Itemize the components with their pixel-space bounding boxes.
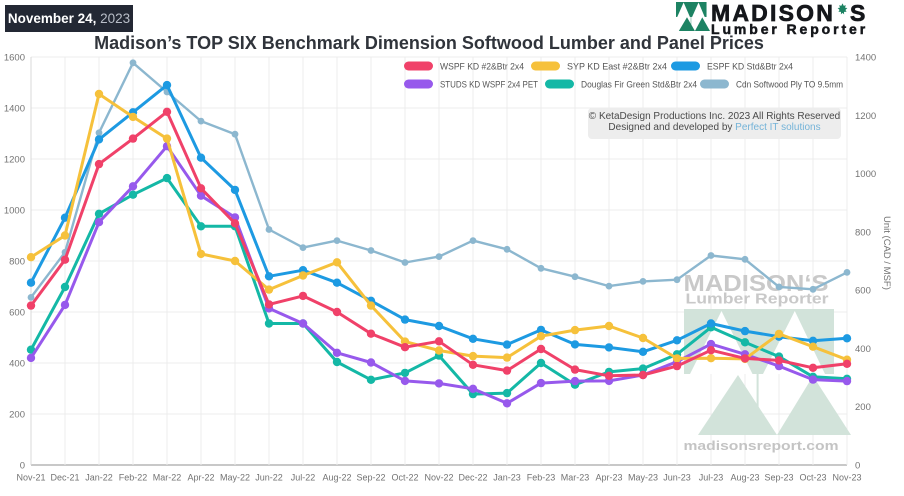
svg-text:Jul-22: Jul-22 [291,473,316,483]
svg-text:Apr-22: Apr-22 [187,473,214,483]
svg-text:Dec-22: Dec-22 [458,473,487,483]
svg-text:Nov-23: Nov-23 [832,473,861,483]
svg-text:Nov-21: Nov-21 [16,473,45,483]
svg-text:Jan-23: Jan-23 [493,473,521,483]
svg-text:800: 800 [9,257,25,268]
svg-text:Douglas Fir Green Std&Btr 2x4: Douglas Fir Green Std&Btr 2x4 [581,80,697,90]
svg-text:1200: 1200 [4,155,25,166]
svg-text:600: 600 [855,286,871,297]
svg-text:Jun-23: Jun-23 [663,473,691,483]
svg-text:Lumber Reporter: Lumber Reporter [686,291,829,308]
svg-text:Mar-22: Mar-22 [153,473,182,483]
svg-text:1200: 1200 [855,111,876,122]
svg-text:Feb-23: Feb-23 [527,473,556,483]
svg-text:Oct-23: Oct-23 [799,473,826,483]
svg-text:400: 400 [9,359,25,370]
svg-text:Jun-22: Jun-22 [255,473,283,483]
svg-text:WSPF KD #2&Btr 2x4: WSPF KD #2&Btr 2x4 [440,62,524,72]
svg-text:400: 400 [855,344,871,355]
svg-text:Dec-21: Dec-21 [50,473,79,483]
svg-text:Feb-22: Feb-22 [119,473,148,483]
svg-text:Mar-23: Mar-23 [561,473,590,483]
svg-text:200: 200 [9,410,25,421]
svg-text:800: 800 [855,227,871,238]
svg-text:1400: 1400 [855,53,876,64]
svg-text:Oct-22: Oct-22 [391,473,418,483]
svg-text:Cdn Softwood Ply TO 9.5mm: Cdn Softwood Ply TO 9.5mm [736,80,843,90]
svg-text:madisonsreport.com: madisonsreport.com [684,439,839,453]
svg-text:May-22: May-22 [220,473,250,483]
svg-text:STUDS KD WSPF 2x4 PET: STUDS KD WSPF 2x4 PET [440,80,538,90]
svg-text:Nov-22: Nov-22 [424,473,453,483]
svg-text:Jul-23: Jul-23 [699,473,724,483]
svg-text:Jan-22: Jan-22 [85,473,113,483]
svg-text:ESPF KD Std&Btr 2x4: ESPF KD Std&Btr 2x4 [707,62,793,72]
svg-text:600: 600 [9,308,25,319]
svg-text:0: 0 [855,461,860,472]
svg-text:Apr-23: Apr-23 [595,473,622,483]
svg-text:1000: 1000 [855,169,876,180]
svg-text:1400: 1400 [4,104,25,115]
svg-text:Sep-22: Sep-22 [356,473,385,483]
svg-text:SYP KD East #2&Btr 2x4: SYP KD East #2&Btr 2x4 [567,62,667,72]
svg-text:Sep-23: Sep-23 [764,473,793,483]
svg-text:Aug-22: Aug-22 [322,473,351,483]
svg-text:MADISON‘S: MADISON‘S [684,270,829,296]
svg-text:1000: 1000 [4,206,25,217]
svg-text:May-23: May-23 [628,473,658,483]
svg-text:200: 200 [855,402,871,413]
svg-text:Unit (CAD / MSF): Unit (CAD / MSF) [881,216,892,290]
svg-text:1600: 1600 [4,53,25,64]
svg-text:0: 0 [20,461,25,472]
svg-text:Aug-23: Aug-23 [730,473,759,483]
